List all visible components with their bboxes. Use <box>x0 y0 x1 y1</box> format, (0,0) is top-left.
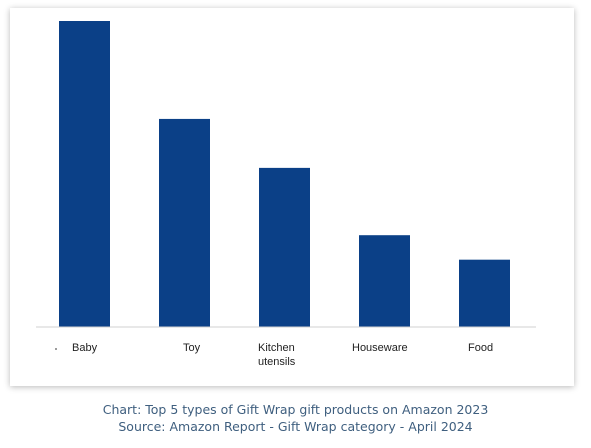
x-tick-label-kitchen-utensils: Kitchen utensils <box>258 342 296 368</box>
bar-kitchen-utensils <box>259 167 310 327</box>
bar-houseware <box>359 235 410 327</box>
bars-group <box>59 21 510 327</box>
x-tick-labels: Baby Toy Kitchen utensils Houseware Food <box>72 342 493 368</box>
chart-caption-source: Source: Amazon Report - Gift Wrap catego… <box>118 419 473 434</box>
bar-food <box>459 259 510 327</box>
x-tick-label-toy: Toy <box>183 342 201 354</box>
chart-card: Baby Toy Kitchen utensils Houseware Food <box>10 8 574 386</box>
legend-marker-dot <box>55 348 57 350</box>
bar-chart: Baby Toy Kitchen utensils Houseware Food <box>36 21 536 368</box>
x-tick-label-houseware: Houseware <box>352 342 408 354</box>
bar-toy <box>159 118 210 327</box>
bar-baby <box>59 21 110 327</box>
x-tick-label-baby: Baby <box>72 342 98 354</box>
x-tick-label-food: Food <box>468 342 493 354</box>
chart-caption-title: Chart: Top 5 types of Gift Wrap gift pro… <box>102 402 489 417</box>
